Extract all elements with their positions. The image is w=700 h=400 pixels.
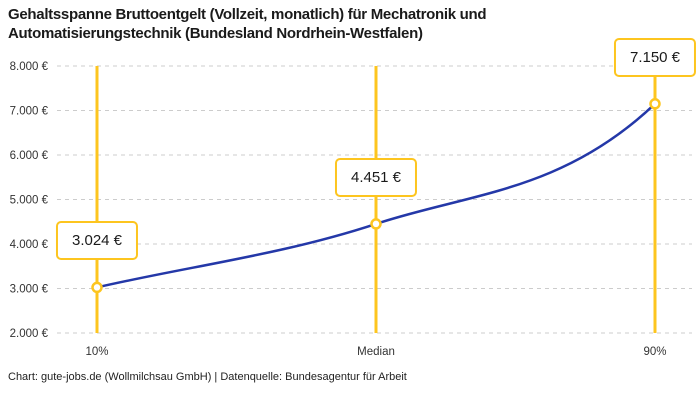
y-tick-label: 5.000 €: [10, 195, 49, 207]
data-point-marker: [649, 98, 661, 110]
y-tick-label: 8.000 €: [10, 61, 49, 73]
y-tick-label: 7.000 €: [10, 106, 49, 118]
y-tick-label: 2.000 €: [10, 328, 49, 340]
chart-title: Gehaltsspanne Bruttoentgelt (Vollzeit, m…: [8, 5, 568, 43]
chart-attribution: Chart: gute-jobs.de (Wollmilchsau GmbH) …: [8, 371, 407, 383]
x-tick-label: 90%: [643, 346, 666, 358]
y-tick-label: 6.000 €: [10, 150, 49, 162]
x-tick-label: Median: [357, 346, 395, 358]
y-tick-label: 4.000 €: [10, 239, 49, 251]
data-point-marker: [370, 218, 382, 230]
data-point-marker: [91, 281, 103, 294]
x-tick-label: 10%: [85, 346, 108, 358]
chart-title-line1: Gehaltsspanne Bruttoentgelt (Vollzeit, m…: [8, 6, 487, 23]
y-tick-label: 3.000 €: [10, 284, 49, 296]
chart-title-line2: Automatisierungstechnik (Bundesland Nord…: [8, 25, 423, 42]
